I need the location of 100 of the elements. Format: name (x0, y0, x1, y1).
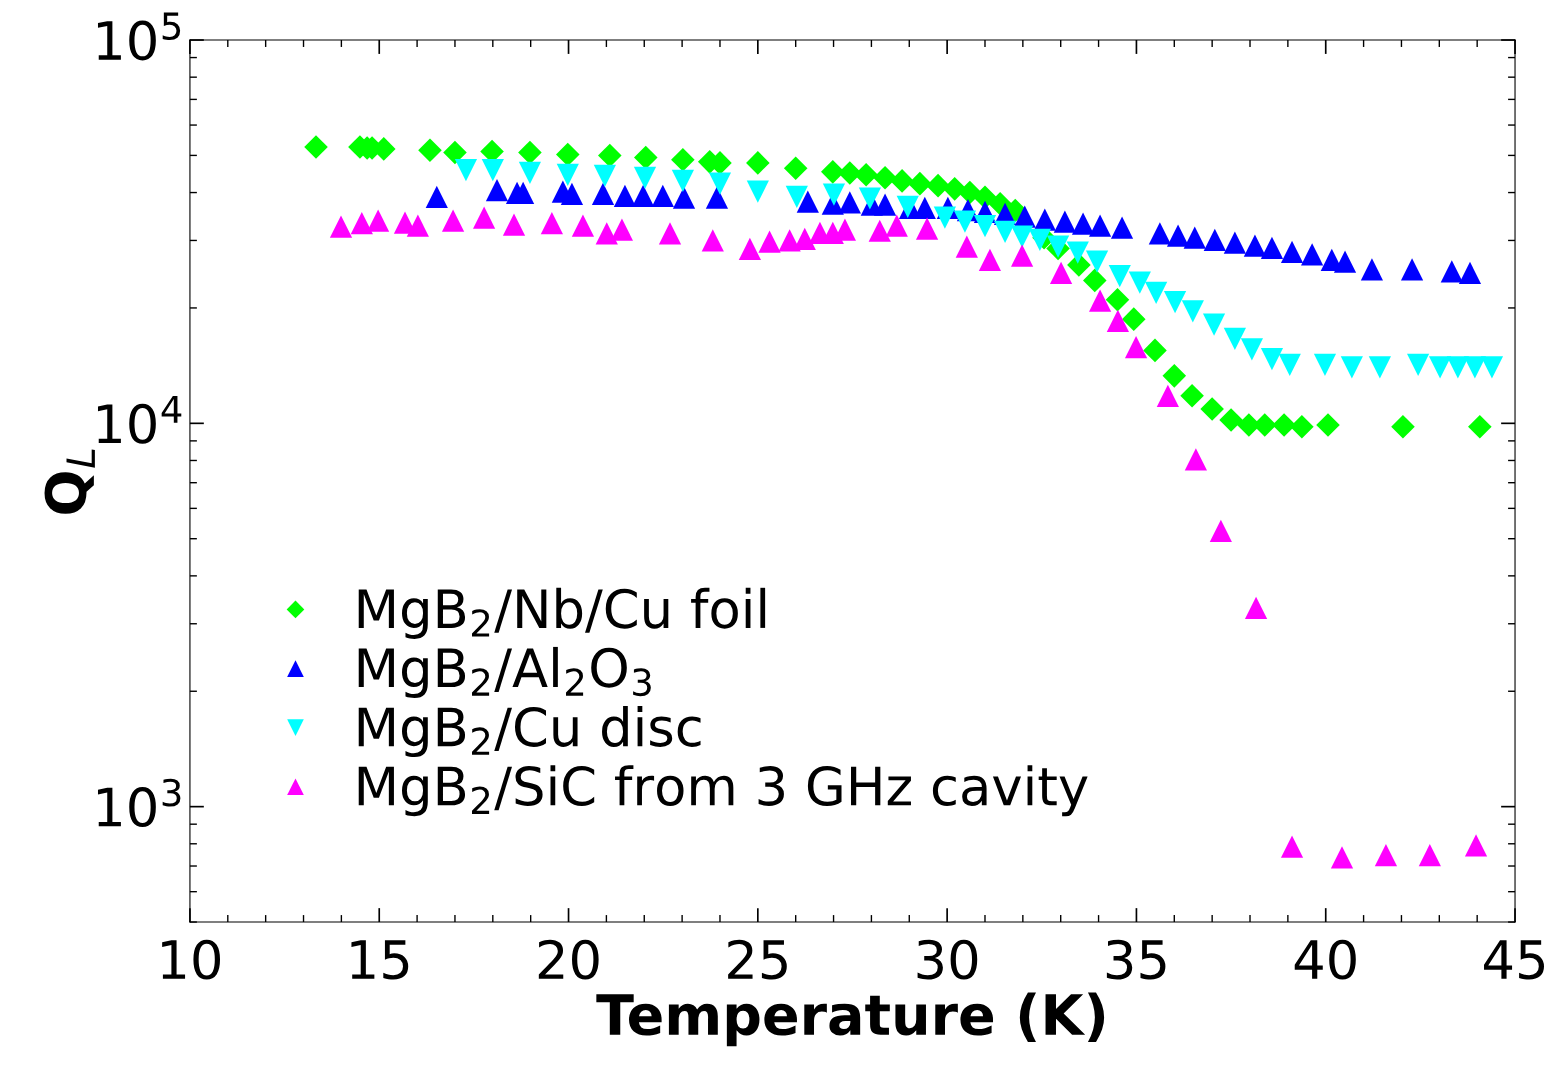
point (632, 184, 655, 208)
point (1480, 356, 1504, 379)
point (591, 182, 615, 205)
point (926, 173, 950, 198)
point (633, 166, 657, 189)
point (1280, 240, 1304, 264)
point (778, 229, 801, 252)
point (1374, 844, 1398, 867)
point (793, 227, 816, 250)
point (1184, 448, 1207, 471)
point (1088, 289, 1112, 312)
point (560, 182, 584, 205)
point (1223, 231, 1246, 254)
point (854, 163, 878, 187)
point (955, 235, 978, 258)
point (868, 219, 891, 242)
point (858, 187, 882, 210)
point (473, 206, 496, 229)
point (1368, 356, 1391, 379)
point (1290, 414, 1314, 439)
point (485, 178, 509, 202)
point (633, 145, 658, 170)
x-tick-label: 35 (1106, 939, 1166, 980)
point (885, 214, 908, 237)
point (1122, 307, 1146, 331)
point (993, 220, 1017, 243)
point (366, 209, 390, 232)
point (1428, 356, 1452, 379)
point (838, 161, 862, 185)
point (1464, 834, 1488, 857)
point (915, 217, 939, 240)
point (785, 185, 808, 208)
point (1300, 243, 1324, 266)
x-tick-label: 15 (351, 940, 409, 980)
x-tick-label: 45 (1484, 940, 1544, 980)
point (518, 161, 542, 185)
x-tick-label: 25 (728, 939, 787, 980)
point (1313, 353, 1337, 377)
point (783, 156, 808, 180)
point (571, 214, 595, 237)
point (890, 169, 914, 193)
point (672, 186, 696, 209)
point (933, 206, 956, 229)
point (658, 222, 682, 245)
point (1418, 844, 1441, 867)
point (1200, 397, 1224, 421)
y-tick-label: 10$^{5}$ (97, 12, 181, 61)
point (1163, 291, 1187, 314)
point (593, 164, 616, 188)
point (758, 230, 781, 253)
y-tick-label: 10$^{4}$ (97, 395, 182, 444)
point (973, 214, 997, 238)
point (953, 210, 977, 233)
point (1223, 327, 1246, 351)
legend-label: MgB$_{2}$/Nb/Cu foil (358, 587, 766, 639)
point (738, 237, 761, 261)
point (613, 184, 637, 208)
point (1400, 258, 1424, 281)
point (701, 229, 724, 252)
point (481, 158, 504, 182)
point (598, 143, 622, 168)
point (978, 248, 1002, 271)
point (1166, 224, 1190, 247)
x-tick-label: 30 (917, 939, 978, 980)
point (1156, 384, 1179, 407)
point (1244, 596, 1268, 619)
point (1106, 309, 1129, 333)
point (329, 215, 353, 238)
point (1316, 413, 1340, 437)
point (1148, 222, 1172, 245)
point (746, 180, 769, 203)
point (1219, 408, 1243, 432)
point (454, 158, 478, 182)
point (1085, 250, 1109, 273)
point (1243, 234, 1267, 257)
point (540, 211, 563, 235)
point (1183, 226, 1206, 249)
point (1143, 338, 1167, 363)
point (671, 169, 694, 193)
point (671, 148, 695, 172)
legend-label: MgB$_{2}$/Cu disc (358, 706, 701, 758)
point (1333, 250, 1357, 273)
point (1010, 225, 1034, 248)
point (746, 151, 770, 175)
point (1407, 353, 1430, 377)
point (1083, 268, 1107, 293)
point (1391, 414, 1415, 439)
point (1010, 244, 1034, 267)
point (1028, 228, 1051, 251)
point (1272, 413, 1296, 437)
point (1260, 348, 1284, 371)
point (1330, 846, 1354, 869)
point (908, 171, 932, 196)
point (1446, 356, 1469, 379)
x-axis-title: Temperature (K) (596, 992, 1105, 1047)
point (1260, 236, 1284, 259)
point (838, 191, 861, 214)
point (1360, 258, 1384, 281)
point (1340, 356, 1363, 379)
point (1128, 271, 1151, 294)
